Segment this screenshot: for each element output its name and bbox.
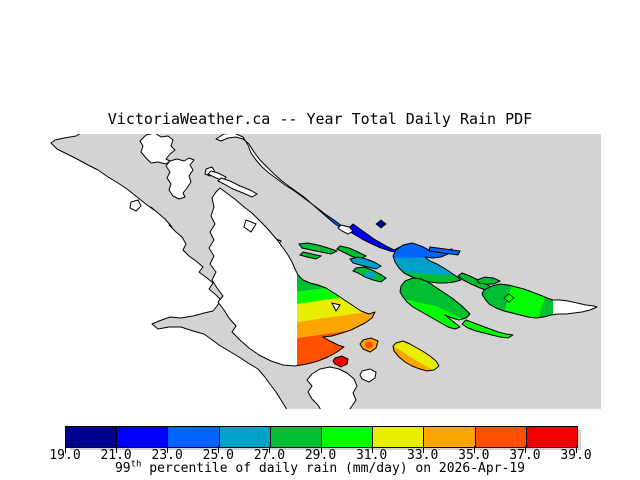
prevost-islet-south	[352, 266, 387, 283]
tick-mark-33.0	[422, 446, 424, 453]
parker-islet	[337, 224, 354, 235]
north-lake-outline	[243, 219, 257, 233]
tick-label-27.0: 27.0	[253, 448, 286, 463]
colorbar-segment-7	[423, 427, 475, 447]
coast-islet	[129, 199, 142, 212]
saltspring-band-orange	[297, 310, 375, 338]
tick-label-35.0: 35.0	[458, 448, 490, 463]
samuel-islet	[476, 276, 502, 285]
tick-mark-39.0	[576, 446, 577, 453]
gulf-islands-map	[35, 134, 601, 409]
page-title: VictoriaWeather.ca -- Year Total Daily R…	[107, 110, 533, 128]
green-strip-islet-2	[299, 251, 323, 260]
blue-spit-islet	[428, 246, 461, 256]
tick-mark-29.0	[320, 446, 322, 453]
tick-mark-21.0	[116, 446, 118, 453]
tick-mark-23.0	[167, 446, 169, 453]
yellow-orange-island	[392, 340, 440, 372]
colorbar-segment-5	[321, 427, 373, 447]
tick-label-21.0: 21.0	[100, 448, 132, 463]
tick-mark-25.0	[218, 446, 220, 453]
tick-mark-19.0	[65, 446, 66, 453]
penelakut-island	[165, 157, 195, 200]
tick-label-25.0: 25.0	[202, 448, 234, 463]
colorbar-segment-6	[372, 427, 424, 447]
coal-islet	[359, 368, 377, 383]
tick-label-33.0: 33.0	[407, 448, 439, 463]
colorbar-segment-0	[66, 427, 117, 447]
tick-mark-27.0	[269, 446, 271, 453]
colorbar-segment-4	[269, 427, 322, 447]
caption-superscript: th	[130, 459, 142, 470]
red-islet	[332, 355, 349, 368]
tick-label-37.0: 37.0	[509, 448, 541, 463]
colorbar-segment-1	[116, 427, 168, 447]
saturna-diamond-lake	[503, 293, 515, 303]
green-strip-islet-1	[298, 242, 339, 255]
colorbar-caption: 99th percentile of daily rain (mm/day) o…	[114, 459, 525, 476]
tick-label-19.0: 19.0	[49, 448, 81, 463]
vancouver-island	[35, 134, 288, 409]
tick-mark-31.0	[371, 446, 373, 453]
colorbar-segment-3	[218, 427, 270, 447]
st-mary-lake	[331, 302, 341, 312]
south-pender-island	[461, 319, 514, 339]
prevost-islet-north	[349, 256, 382, 270]
contour-minimum-diamond	[375, 219, 387, 229]
yellow-island-orange-band	[393, 345, 433, 371]
tick-mark-35.0	[473, 446, 475, 453]
tick-label-23.0: 23.0	[151, 448, 183, 463]
saanich-peninsula	[306, 366, 358, 409]
tick-label-39.0: 39.0	[560, 448, 592, 463]
map-area	[35, 134, 601, 409]
tick-mark-37.0	[524, 446, 526, 453]
orange-islet	[359, 337, 379, 353]
tick-label-29.0: 29.0	[304, 448, 337, 463]
colorbar-segment-8	[474, 427, 526, 447]
colorbar-segment-9	[525, 427, 578, 447]
thetis-island	[139, 134, 176, 165]
colorbar	[65, 426, 578, 448]
tick-label-31.0: 31.0	[355, 448, 388, 463]
colorbar-segment-2	[167, 427, 219, 447]
hall-islet	[217, 177, 258, 198]
